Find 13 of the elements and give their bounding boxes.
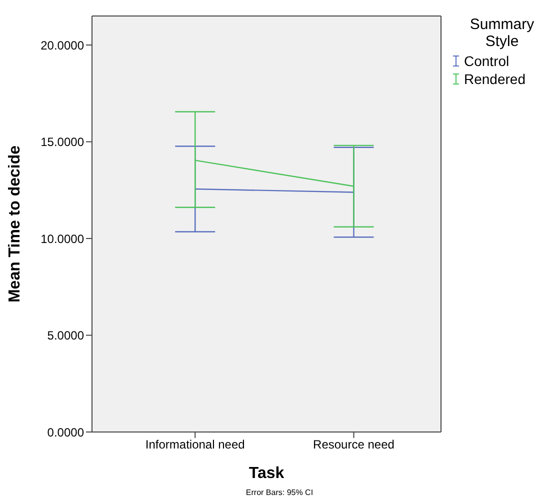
legend-label: Rendered [464,70,526,88]
x-tick-label: Resource need [313,438,394,452]
y-axis-title: Mean Time to decide [6,145,24,303]
y-tick-label: 0.0000 [47,425,84,440]
legend-label: Control [464,52,510,70]
text: Error Bars: 95% CI [244,488,314,497]
x-axis-title: Task [248,465,284,482]
y-tick-label: 10.0000 [40,232,84,246]
x-tick-label: Informational need [145,438,245,452]
legend-title: Summary Style [468,16,536,50]
y-tick-label: 15.0000 [40,135,84,150]
y-tick-label: 5.0000 [47,328,84,343]
y-tick-label: 20.0000 [40,38,84,52]
